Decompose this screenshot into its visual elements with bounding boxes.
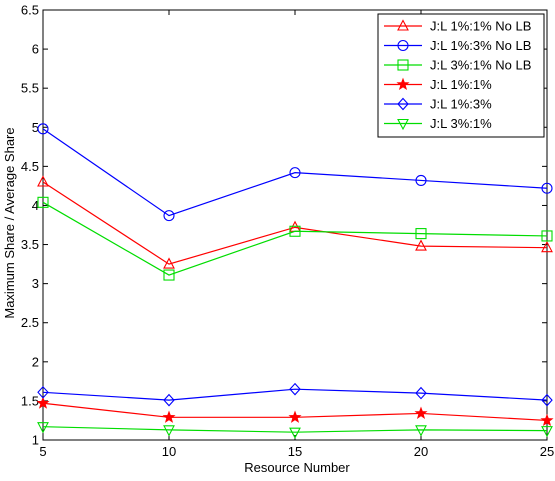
y-tick-label: 1 [32, 433, 39, 448]
data-point [37, 385, 49, 399]
data-point [415, 239, 427, 251]
legend: J:L 1%:1% No LB J:L 1%:3% No LB J:L 3%:1% … [377, 13, 545, 138]
legend-item: J:L 3%:1% No LB [384, 58, 531, 73]
legend-marker [397, 59, 409, 71]
series-6 [37, 422, 553, 439]
series-line [42, 388, 548, 401]
series-1 [37, 175, 553, 269]
data-point [415, 425, 427, 437]
data-point [541, 230, 553, 242]
y-tick-label: 4 [32, 198, 39, 213]
data-point [289, 167, 301, 179]
data-point [540, 413, 554, 427]
series-3 [37, 196, 553, 281]
data-point [415, 174, 427, 186]
series-2 [37, 123, 553, 222]
legend-marker [396, 77, 410, 91]
legend-marker [397, 19, 409, 31]
data-point [541, 240, 553, 253]
axes: 5 10 15 20 25 1 1.5 2 2.5 3 3.5 4 4.5 5 5.5 6 6.5 [21, 3, 554, 460]
legend-box [377, 13, 545, 138]
data-point [163, 425, 175, 437]
data-point [541, 182, 553, 194]
series-lines [36, 123, 554, 439]
series-5 [37, 382, 553, 407]
series-line [42, 426, 548, 433]
data-point [289, 427, 301, 439]
x-tick-label: 20 [414, 444, 428, 459]
legend-label: J:L 1%:1% No LB [430, 19, 531, 34]
legend-marker [397, 39, 409, 52]
data-point [162, 410, 176, 423]
data-point [163, 269, 175, 281]
legend-label: J:L 1%:1% [430, 77, 492, 92]
legend-marker [397, 97, 409, 111]
y-tick-label: 5 [32, 120, 39, 135]
data-point [163, 210, 175, 222]
data-point [541, 393, 553, 407]
series-4 [36, 396, 554, 427]
data-point [288, 410, 302, 423]
y-tick-label: 3.5 [21, 237, 39, 252]
y-tick-label: 6 [32, 42, 39, 57]
data-point [415, 386, 427, 400]
y-tick-label: 2.5 [21, 315, 39, 330]
legend-label: J:L 1%:3% No LB [430, 38, 531, 53]
series-line [42, 128, 548, 217]
data-point [37, 123, 49, 135]
data-point [37, 175, 49, 187]
y-tick-label: 4.5 [21, 159, 39, 174]
x-tick-label: 15 [288, 444, 302, 459]
data-point [37, 196, 49, 208]
y-tick-label: 6.5 [21, 3, 39, 18]
data-point [414, 406, 428, 419]
x-tick-label: 25 [540, 444, 554, 459]
data-point [289, 225, 301, 237]
x-tick-label: 10 [162, 444, 176, 459]
series-line [42, 181, 548, 265]
legend-item: J:L 1%:3% No LB [384, 38, 531, 53]
data-point [163, 393, 175, 407]
y-axis-label: Maximum Share / Average Share [2, 127, 17, 318]
y-tick-label: 3 [32, 276, 39, 291]
data-point [37, 422, 49, 434]
legend-item: J:L 1%:1% No LB [384, 19, 531, 34]
legend-item: J:L 1%:3% [384, 97, 492, 112]
y-tick-label: 1.5 [21, 393, 39, 408]
legend-label: J:L 1%:3% [430, 97, 492, 112]
series-line [42, 201, 548, 276]
legend-marker [397, 118, 409, 131]
y-tick-label: 5.5 [21, 81, 39, 96]
legend-label: J:L 3%:1% No LB [430, 58, 531, 73]
data-point [415, 228, 427, 240]
data-point [163, 257, 175, 269]
legend-label: J:L 3%:1% [430, 116, 492, 131]
legend-item: J:L 1%:1% [384, 77, 492, 92]
legend-item: J:L 3%:1% [384, 116, 492, 131]
data-point [289, 382, 301, 396]
x-tick-label: 5 [39, 444, 46, 459]
data-point [36, 396, 50, 409]
data-point [541, 426, 553, 438]
x-axis-label: Resource Number [244, 460, 350, 475]
y-tick-label: 2 [32, 354, 39, 369]
